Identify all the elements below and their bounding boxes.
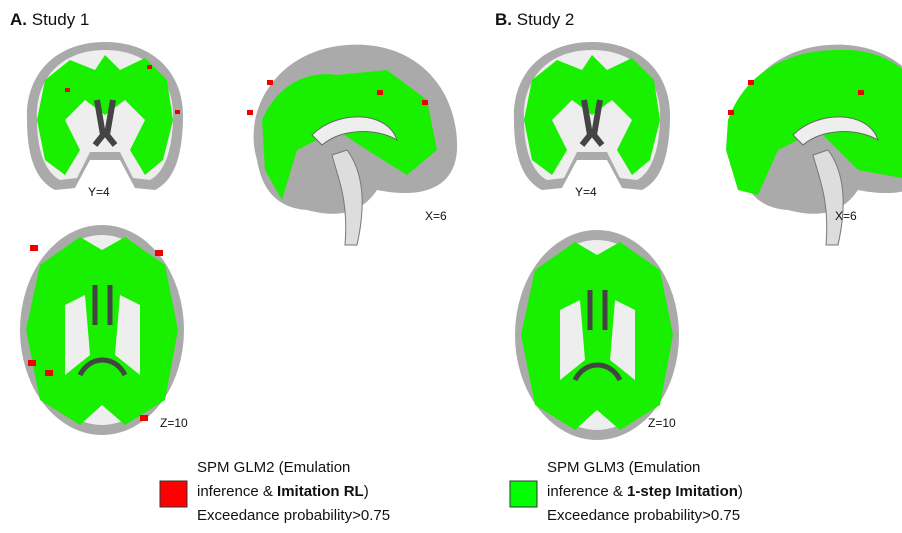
brain-slice (515, 230, 679, 440)
legend-swatch (510, 481, 537, 507)
activation-red (748, 80, 754, 85)
legend-text: inference & (197, 483, 277, 500)
legend-text: ) (364, 483, 369, 500)
activation-red (422, 100, 428, 105)
legend-text: inference & 1-step Imitation) (547, 483, 743, 500)
legend-text: inference & (547, 483, 627, 500)
activation-red (65, 88, 70, 92)
slice-label: Y=4 (575, 185, 597, 199)
activation-red (377, 90, 383, 95)
slice-label: Z=10 (160, 416, 188, 430)
panel-label: A. (10, 10, 27, 29)
figure: A. Study 1 B. Study 2 Y=4 X=6 Z=10 Y=4 X… (0, 0, 902, 533)
activation-red (728, 110, 734, 115)
activation-red (175, 110, 180, 114)
panel-heading: A. Study 1 (10, 10, 89, 29)
brain-slice (27, 42, 183, 190)
activation-red (247, 110, 253, 115)
panel-title: Study 2 (517, 10, 575, 29)
brain-slice (726, 45, 902, 245)
legend-text: Exceedance probability>0.75 (547, 507, 740, 524)
legend-text: Exceedance probability>0.75 (197, 507, 390, 524)
legend-swatch (160, 481, 187, 507)
activation-red (30, 245, 38, 251)
legend-bold: Imitation RL (277, 483, 364, 500)
activation-red (155, 250, 163, 256)
activation (26, 237, 178, 425)
brain-images (20, 42, 902, 440)
legend-bold: 1-step Imitation (627, 483, 738, 500)
activation (521, 242, 673, 430)
activation-red (140, 415, 148, 421)
legend-text: inference & Imitation RL) (197, 483, 369, 500)
activation-red (28, 360, 36, 366)
brain-slice (514, 42, 670, 190)
panel-title: Study 1 (32, 10, 90, 29)
legend-text: ) (738, 483, 743, 500)
slice-label: Y=4 (88, 185, 110, 199)
panel-label: B. (495, 10, 512, 29)
slice-label: X=6 (835, 209, 857, 223)
activation-red (267, 80, 273, 85)
activation-red (45, 370, 53, 376)
activation-red (147, 65, 152, 69)
legend-text: SPM GLM3 (Emulation (547, 459, 700, 476)
legend-text: SPM GLM2 (Emulation (197, 459, 350, 476)
slice-label: Z=10 (648, 416, 676, 430)
activation-red (858, 90, 864, 95)
panel-heading: B. Study 2 (495, 10, 574, 29)
slice-label: X=6 (425, 209, 447, 223)
brain-slice (20, 225, 184, 435)
